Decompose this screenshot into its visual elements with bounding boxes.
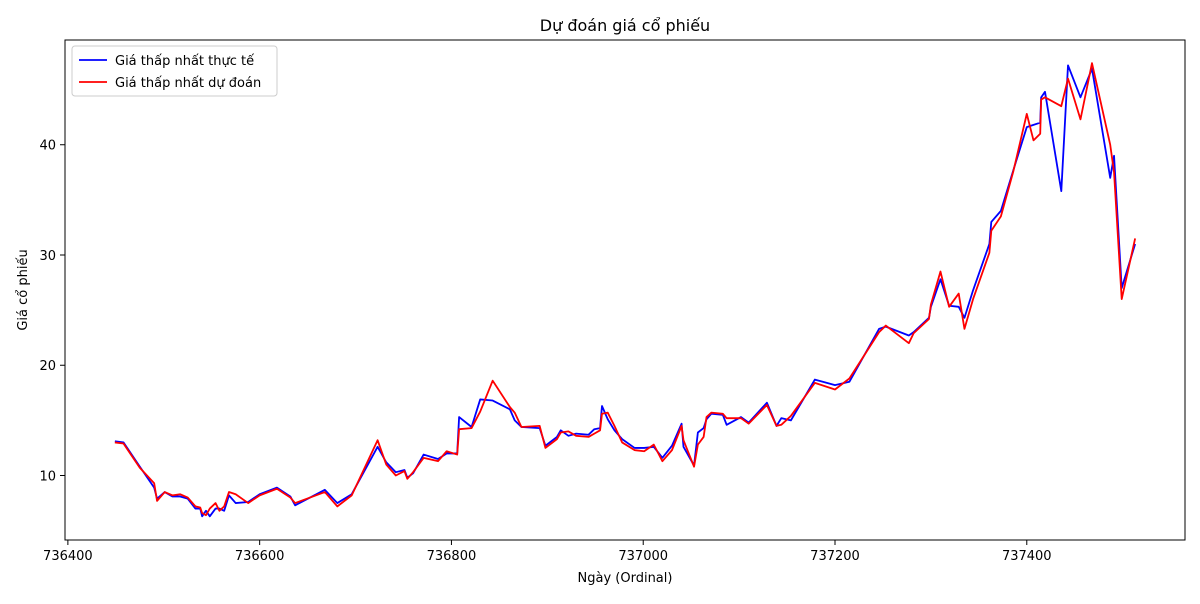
y-axis-label: Giá cổ phiếu xyxy=(16,249,31,330)
x-tick-label: 736400 xyxy=(43,549,93,564)
plot-frame xyxy=(64,39,1186,541)
x-tick-label: 737200 xyxy=(810,549,860,564)
x-tick-label: 737000 xyxy=(618,549,668,564)
x-tick-label: 736800 xyxy=(427,549,477,564)
y-tick-label: 20 xyxy=(39,359,56,374)
line-series xyxy=(114,62,1137,517)
legend-box xyxy=(71,45,278,97)
x-tick-label: 737400 xyxy=(1002,549,1052,564)
x-axis-label: Ngày (Ordinal) xyxy=(578,571,673,586)
x-tick-label: 736600 xyxy=(235,549,285,564)
chart-title: Dự đoán giá cổ phiếu xyxy=(540,16,710,35)
y-tick-label: 30 xyxy=(39,249,56,264)
legend-label: Giá thấp nhất dự đoán xyxy=(115,76,261,91)
y-tick-label: 10 xyxy=(39,470,56,485)
legend-label: Giá thấp nhất thực tế xyxy=(115,54,254,69)
y-tick-label: 40 xyxy=(39,139,56,154)
